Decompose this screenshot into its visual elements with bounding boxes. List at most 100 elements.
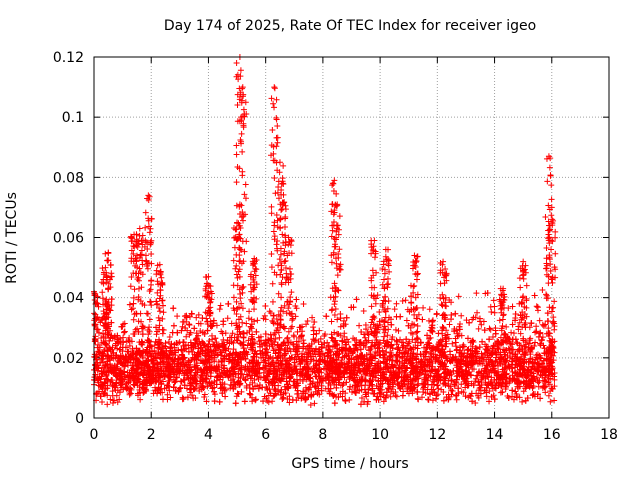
data-point <box>230 294 237 301</box>
data-point <box>519 398 526 405</box>
data-point <box>139 339 146 346</box>
data-point <box>343 314 350 321</box>
x-tick-label: 8 <box>318 427 327 443</box>
data-point <box>424 377 431 384</box>
data-point <box>243 320 250 327</box>
data-point <box>193 330 200 337</box>
data-point <box>95 303 102 310</box>
data-point <box>458 388 465 395</box>
data-point <box>491 303 498 310</box>
data-point <box>445 335 452 342</box>
data-point <box>348 389 355 396</box>
data-point <box>446 348 453 355</box>
data-point <box>464 347 471 354</box>
data-point <box>367 324 374 331</box>
data-point <box>433 392 440 399</box>
data-point <box>124 369 131 376</box>
data-point <box>243 382 250 389</box>
data-point <box>310 331 317 338</box>
data-point <box>218 357 225 364</box>
data-point <box>499 389 506 396</box>
data-point <box>285 328 292 335</box>
data-point <box>300 337 307 344</box>
data-point <box>300 300 307 307</box>
data-point <box>399 392 406 399</box>
data-point <box>109 388 116 395</box>
data-point <box>356 322 363 329</box>
data-point <box>435 330 442 337</box>
data-point <box>532 329 539 336</box>
data-point <box>542 389 549 396</box>
y-tick-label: 0.08 <box>53 170 84 186</box>
data-point <box>425 317 432 324</box>
data-point <box>148 343 155 350</box>
data-point <box>481 327 488 334</box>
data-point <box>148 356 155 363</box>
data-point <box>116 396 123 403</box>
data-point <box>289 340 296 347</box>
data-point <box>195 311 202 318</box>
x-tick-label: 14 <box>486 427 504 443</box>
y-tick-label: 0.04 <box>53 291 84 307</box>
data-point <box>310 324 317 331</box>
data-point <box>114 354 121 361</box>
data-point <box>183 333 190 340</box>
data-point <box>114 399 121 406</box>
data-point <box>213 322 220 329</box>
data-point <box>533 303 540 310</box>
data-point <box>512 311 519 318</box>
data-point <box>516 342 523 349</box>
data-point <box>299 323 306 330</box>
y-tick-label: 0.06 <box>53 231 84 247</box>
y-tick-label: 0.1 <box>62 110 84 126</box>
data-point <box>219 359 226 366</box>
data-point <box>137 396 144 403</box>
data-point <box>475 325 482 332</box>
data-point <box>356 340 363 347</box>
data-point <box>458 381 465 388</box>
data-point <box>197 328 204 335</box>
data-point <box>419 394 426 401</box>
data-point <box>156 308 163 315</box>
data-point <box>236 365 243 372</box>
data-point <box>545 392 552 399</box>
data-point <box>174 313 181 320</box>
data-point <box>104 401 111 408</box>
data-point <box>245 337 252 344</box>
data-point <box>281 302 288 309</box>
x-tick-label: 16 <box>543 427 561 443</box>
data-point <box>438 386 445 393</box>
data-point <box>513 339 520 346</box>
data-point <box>533 323 540 330</box>
data-point <box>435 391 442 398</box>
data-point <box>323 313 330 320</box>
data-point <box>444 331 451 338</box>
data-point <box>166 387 173 394</box>
data-point <box>376 309 383 316</box>
data-point <box>395 327 402 334</box>
data-point <box>276 334 283 341</box>
data-point <box>434 381 441 388</box>
data-point <box>170 322 177 329</box>
data-point <box>488 309 495 316</box>
data-point <box>246 385 253 392</box>
data-point <box>317 335 324 342</box>
data-point <box>535 333 542 340</box>
data-point <box>180 395 187 402</box>
data-point <box>362 334 369 341</box>
data-point <box>414 389 421 396</box>
data-point <box>269 398 276 405</box>
data-point <box>550 314 557 321</box>
data-point <box>211 398 218 405</box>
data-point <box>245 315 252 322</box>
y-tick-label: 0 <box>75 411 84 427</box>
data-point <box>414 335 421 342</box>
data-point <box>270 319 277 326</box>
data-point <box>286 399 293 406</box>
data-point <box>193 314 200 321</box>
data-point <box>339 382 346 389</box>
data-point <box>216 306 223 313</box>
data-point <box>146 324 153 331</box>
data-point <box>534 304 541 311</box>
data-point <box>449 340 456 347</box>
